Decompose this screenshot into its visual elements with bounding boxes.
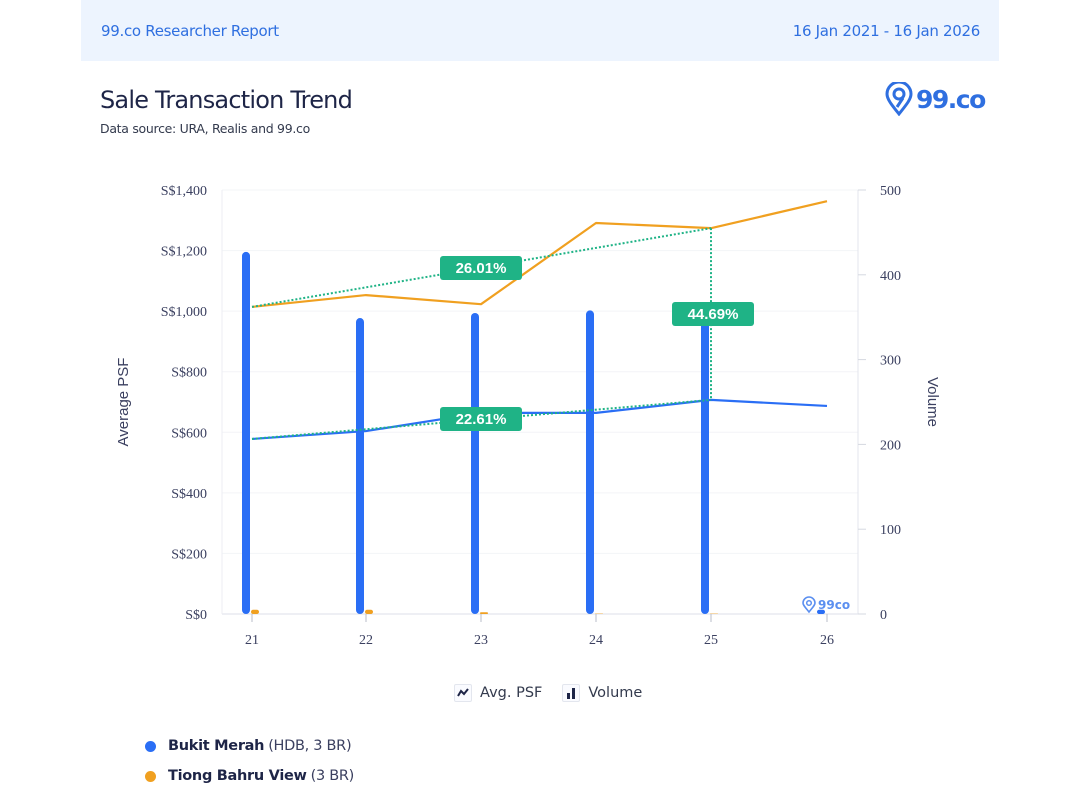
psf-line-tiong-bahru — [251, 200, 828, 308]
y-left-tick-label: S$800 — [171, 366, 207, 381]
y-right-tick-label: 200 — [880, 438, 901, 453]
percent-annotation: 44.69% — [672, 302, 754, 326]
volume-bar-bukit-merah — [701, 312, 709, 614]
volume-bar-tiong-bahru — [251, 609, 259, 614]
percent-annotations: 26.01% 22.61% 44.69% — [440, 256, 754, 431]
location-pin-icon — [885, 82, 913, 116]
line-chart-icon — [454, 684, 472, 702]
volume-bar-bukit-merah — [471, 312, 479, 614]
psf-line-bukit-merah — [251, 398, 828, 441]
brand-logo: 99.co — [884, 82, 986, 116]
y-right-tick-label: 100 — [880, 523, 901, 538]
orange-dot-icon — [145, 770, 156, 782]
sale-transaction-chart: S$0 S$200 S$400 S$600 S$800 S$1,000 S$1,200 S$1… — [115, 184, 941, 648]
watermark-text: 99co — [818, 598, 850, 612]
x-axis-ticks: 21 22 23 24 25 26 — [245, 614, 834, 648]
volume-bar-bukit-merah — [586, 310, 594, 614]
volume-bars — [242, 251, 825, 615]
y-left-tick-label: S$1,200 — [161, 245, 207, 260]
page-title: Sale Transaction Trend — [100, 86, 353, 114]
annotation-label: 26.01% — [456, 260, 507, 277]
legend-series-tiong-bahru-view[interactable]: Tiong Bahru View (3 BR) — [145, 761, 354, 791]
y-left-tick-label: S$1,000 — [161, 305, 207, 320]
y-right-axis-title: Volume — [924, 377, 941, 427]
annotation-badge — [440, 256, 522, 280]
report-header: 99.co Researcher Report 16 Jan 2021 - 16… — [81, 0, 999, 61]
left-axis-ticks: S$0 S$200 S$400 S$600 S$800 S$1,000 S$1,200 S$1… — [161, 184, 207, 623]
bar-chart-icon — [562, 684, 581, 702]
legend-volume-label: Volume — [588, 685, 643, 701]
y-right-tick-label: 0 — [880, 608, 887, 623]
annotation-badge — [672, 302, 754, 326]
legend-avg-psf-label: Avg. PSF — [480, 685, 543, 701]
percent-annotation: 22.61% — [440, 407, 522, 431]
y-left-tick-label: S$600 — [171, 426, 207, 441]
x-tick-label: 22 — [359, 633, 373, 648]
series-detail: (3 BR) — [310, 768, 355, 784]
y-left-axis-title: Average PSF — [115, 358, 132, 447]
y-left-tick-label: S$0 — [185, 608, 207, 623]
y-right-tick-label: 400 — [880, 269, 901, 284]
annotation-label: 44.69% — [688, 306, 739, 323]
chart-watermark: 99co — [802, 596, 850, 614]
volume-bar-bukit-merah — [817, 609, 825, 614]
blue-dot-icon — [145, 740, 156, 752]
y-right-tick-label: 500 — [880, 184, 901, 199]
x-tick-label: 23 — [474, 633, 488, 648]
data-source: Data source: URA, Realis and 99.co — [100, 121, 310, 136]
volume-bar-tiong-bahru — [480, 612, 488, 614]
metric-legend: Avg. PSF Volume — [454, 684, 654, 702]
trend-line-bukit-merah — [251, 398, 712, 440]
logo-text: 99.co — [916, 84, 986, 114]
date-range: 16 Jan 2021 - 16 Jan 2026 — [792, 22, 981, 40]
y-left-tick-label: S$200 — [171, 547, 207, 562]
series-name: Tiong Bahru View — [168, 768, 307, 784]
watermark-pin-icon — [802, 596, 816, 614]
y-right-tick-label: 300 — [880, 354, 901, 369]
annotation-badge — [440, 407, 522, 431]
series-name: Bukit Merah — [168, 738, 265, 754]
legend-volume[interactable]: Volume — [562, 684, 642, 702]
x-tick-label: 21 — [245, 633, 259, 648]
psf-lines — [251, 200, 828, 441]
x-tick-label: 26 — [820, 633, 834, 648]
series-legend: Bukit Merah (HDB, 3 BR) Tiong Bahru View… — [145, 731, 354, 791]
series-detail: (HDB, 3 BR) — [268, 738, 352, 754]
y-left-tick-label: S$400 — [171, 487, 207, 502]
legend-series-bukit-merah[interactable]: Bukit Merah (HDB, 3 BR) — [145, 731, 354, 761]
right-axis-ticks: 0 100 200 300 400 500 — [858, 184, 901, 623]
report-title: 99.co Researcher Report — [101, 22, 279, 40]
percent-annotation: 26.01% — [440, 256, 522, 280]
volume-bar-bukit-merah — [356, 318, 364, 614]
x-tick-label: 24 — [589, 633, 603, 648]
legend-avg-psf[interactable]: Avg. PSF — [454, 684, 542, 702]
annotation-label: 22.61% — [456, 411, 507, 428]
volume-bar-tiong-bahru — [365, 609, 373, 614]
volume-bar-bukit-merah — [242, 251, 250, 615]
x-tick-label: 25 — [704, 633, 718, 648]
y-left-tick-label: S$1,400 — [161, 184, 207, 199]
